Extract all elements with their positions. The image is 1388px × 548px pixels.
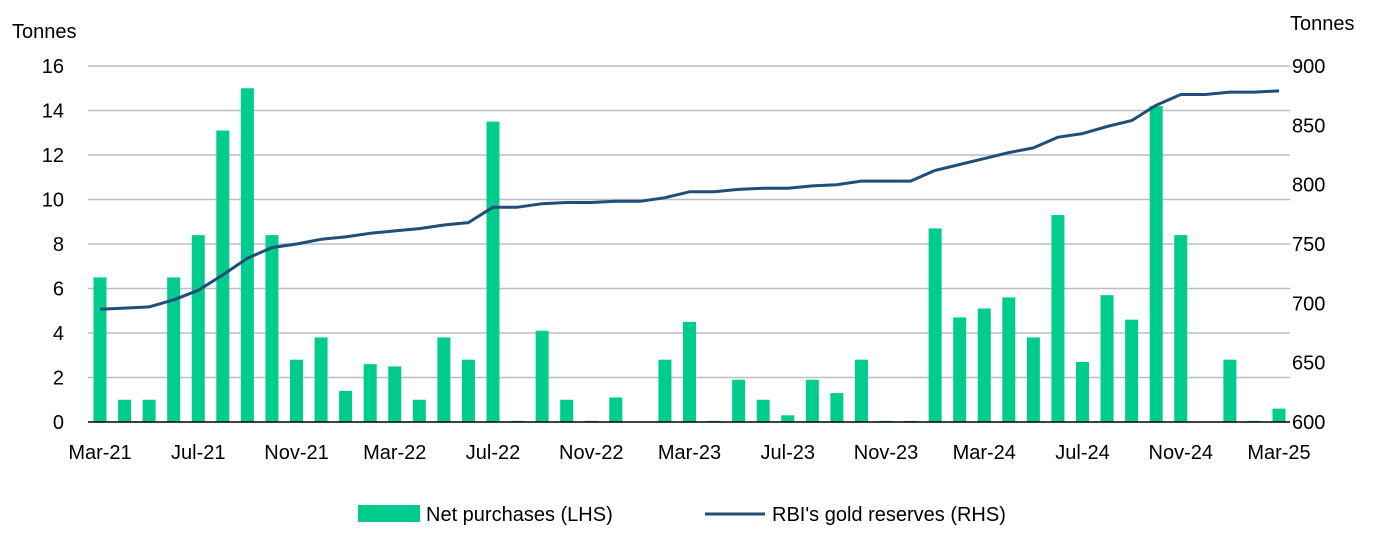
- y-axis-right-unit: Tonnes: [1290, 13, 1355, 35]
- x-tick-label: Mar-23: [658, 442, 721, 464]
- x-tick-label: Mar-24: [953, 442, 1016, 464]
- bar: [781, 415, 795, 422]
- bar: [437, 337, 451, 422]
- y-axis-left-unit: Tonnes: [12, 21, 77, 43]
- line-series: [99, 89, 1280, 311]
- bar: [363, 364, 377, 422]
- bar: [1100, 295, 1114, 422]
- bar: [339, 390, 353, 422]
- y-axis-right-ticks: 600 650 700 750 800 850 900: [1292, 56, 1325, 434]
- y-left-tick-label: 12: [42, 145, 64, 167]
- bar: [805, 379, 819, 422]
- bar: [854, 359, 868, 422]
- bar: [412, 399, 426, 422]
- bar: [535, 330, 549, 422]
- y-right-tick-label: 600: [1292, 412, 1325, 434]
- bar: [388, 366, 402, 422]
- x-axis-ticks: Mar-21 Jul-21 Nov-21 Mar-22 Jul-22 Nov-22 Mar-…: [68, 442, 1310, 464]
- y-right-tick-label: 900: [1292, 56, 1325, 78]
- reserves-line: [99, 89, 1280, 311]
- y-right-tick-label: 750: [1292, 234, 1325, 256]
- bar: [240, 88, 254, 422]
- bar: [1051, 215, 1065, 422]
- bar: [928, 228, 942, 422]
- bar: [1076, 361, 1089, 422]
- bar: [1272, 408, 1286, 422]
- bar: [290, 359, 303, 422]
- x-tick-label: Nov-22: [559, 442, 623, 464]
- bar: [609, 397, 623, 422]
- bar: [486, 121, 500, 422]
- bar: [191, 235, 205, 422]
- x-tick-label: Mar-21: [68, 442, 131, 464]
- y-left-tick-label: 2: [53, 368, 64, 390]
- bar-series: [93, 88, 1286, 423]
- bar: [1149, 106, 1163, 423]
- bar: [683, 321, 696, 422]
- x-tick-label: Nov-24: [1149, 442, 1213, 464]
- legend: Net purchases (LHS) RBI's gold reserves …: [358, 504, 1006, 526]
- bar: [560, 399, 574, 422]
- x-tick-label: Mar-22: [363, 442, 426, 464]
- legend-label-line: RBI's gold reserves (RHS): [772, 504, 1006, 526]
- legend-swatch-bars: [358, 505, 420, 522]
- x-tick-label: Mar-25: [1247, 442, 1310, 464]
- bar: [756, 399, 770, 422]
- x-tick-label: Jul-24: [1055, 442, 1109, 464]
- y-left-tick-label: 4: [53, 323, 64, 345]
- bar: [732, 379, 746, 422]
- x-tick-label: Jul-22: [466, 442, 520, 464]
- x-tick-label: Jul-23: [761, 442, 815, 464]
- bar: [142, 399, 156, 422]
- bar: [314, 337, 328, 422]
- bar: [1125, 319, 1139, 422]
- y-axis-left-ticks: 0 2 4 6 8 10 12 14 16: [42, 56, 64, 434]
- y-right-tick-label: 650: [1292, 353, 1325, 375]
- legend-label-bars: Net purchases (LHS): [426, 504, 613, 526]
- bar: [953, 317, 967, 422]
- bar: [1002, 297, 1016, 422]
- y-left-tick-label: 10: [42, 190, 64, 212]
- y-right-tick-label: 800: [1292, 175, 1325, 197]
- y-left-tick-label: 14: [42, 101, 64, 123]
- y-left-tick-label: 0: [53, 412, 64, 434]
- x-tick-label: Nov-21: [264, 442, 328, 464]
- y-left-tick-label: 8: [53, 234, 64, 256]
- bar: [167, 277, 181, 422]
- bar: [118, 399, 132, 422]
- bar: [93, 277, 107, 422]
- y-right-tick-label: 850: [1292, 115, 1325, 137]
- bar: [977, 308, 991, 422]
- x-tick-label: Nov-23: [854, 442, 918, 464]
- y-left-tick-label: 16: [42, 56, 64, 78]
- bar: [461, 359, 475, 422]
- bar: [1026, 337, 1040, 422]
- bar: [1223, 359, 1237, 422]
- bar: [265, 235, 279, 422]
- bar: [1174, 235, 1188, 422]
- y-left-tick-label: 6: [53, 279, 64, 301]
- bar: [830, 393, 844, 422]
- bar: [658, 359, 672, 422]
- y-right-tick-label: 700: [1292, 293, 1325, 315]
- x-tick-label: Jul-21: [171, 442, 225, 464]
